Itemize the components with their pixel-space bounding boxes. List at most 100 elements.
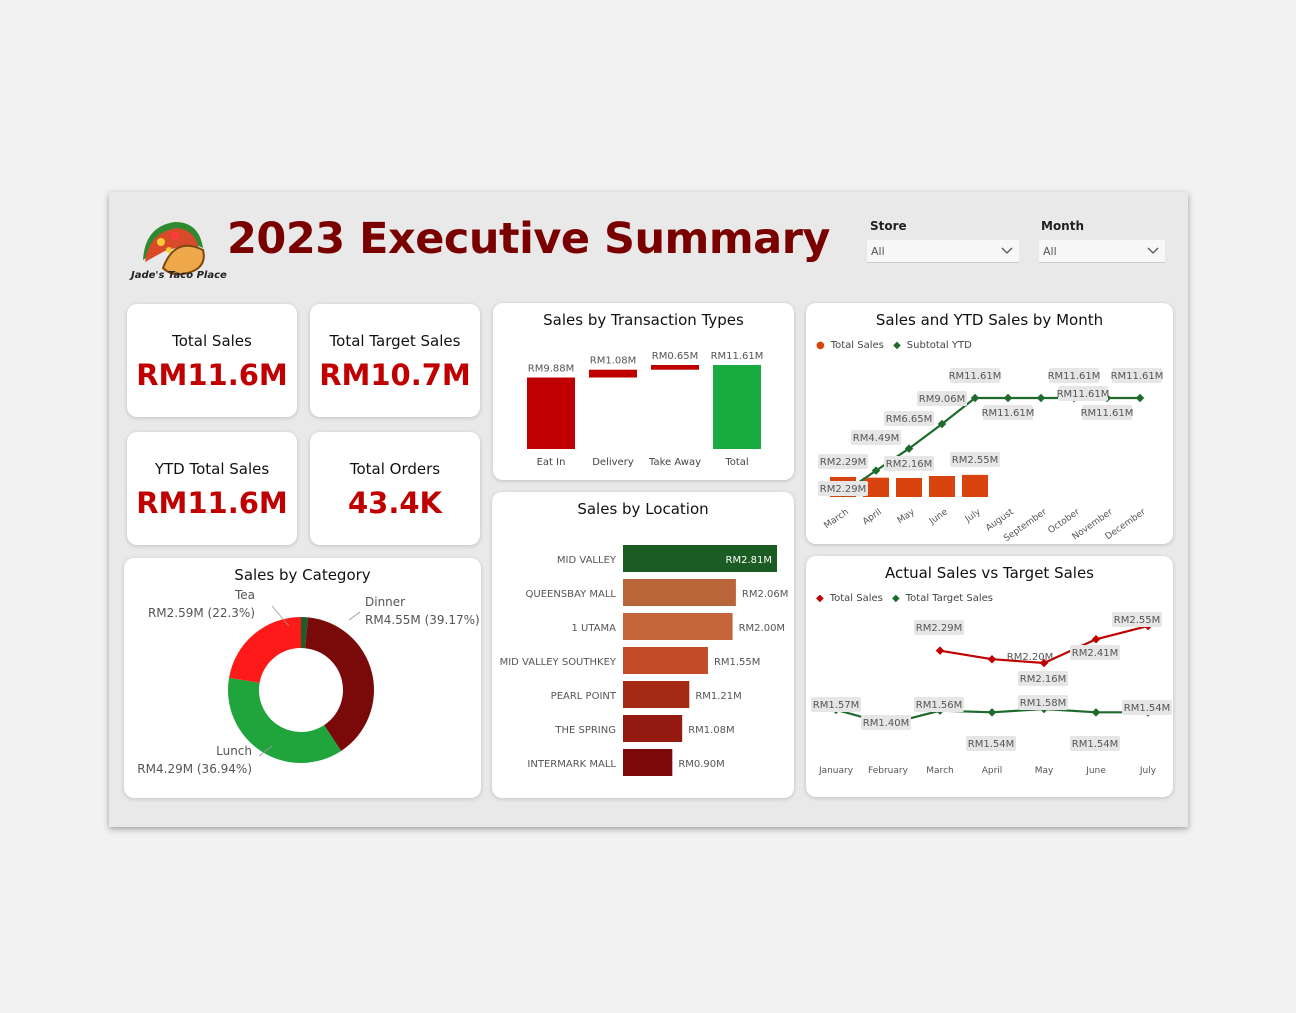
data-label: RM2.55M <box>1114 615 1160 626</box>
x-tick-label: May <box>1035 766 1054 776</box>
chart-legend: ◆ Total Sales ◆ Total Target Sales <box>816 593 994 604</box>
logo-text: Jade's Taco Place <box>131 270 227 281</box>
data-label: RM2.55M <box>952 455 998 466</box>
data-label: RM1.21M <box>695 691 741 702</box>
kpi-card-ytd-sales: YTD Total Sales RM11.6M <box>127 432 297 545</box>
chart-title: Sales and YTD Sales by Month <box>875 311 1104 329</box>
chart-title: Sales by Category <box>234 566 371 584</box>
label-bg <box>1122 700 1172 715</box>
chevron-down-icon <box>1001 247 1013 254</box>
location-bar <box>623 715 683 742</box>
kpi-label: Total Target Sales <box>329 332 461 350</box>
label-bg <box>983 405 1033 420</box>
data-label: RM2.29M <box>820 457 866 468</box>
location-bar <box>623 545 777 572</box>
kpi-card-target-sales: Total Target Sales RM10.7M <box>310 304 480 417</box>
x-tick-label: March <box>926 766 953 776</box>
data-label: RM1.08M <box>688 725 734 736</box>
kpi-label: Total Sales <box>172 332 252 350</box>
ytd-chart-card: Sales and YTD Sales by Month ● Total Sale… <box>806 303 1173 544</box>
x-tick-label: June <box>1085 766 1106 776</box>
data-label: RM11.61M <box>982 408 1035 419</box>
sales-bar <box>962 474 988 497</box>
label-bg <box>917 391 967 406</box>
waterfall-bar <box>651 365 699 370</box>
data-label: RM1.40M <box>863 718 909 729</box>
location-bar <box>623 579 736 606</box>
label-bg <box>861 715 911 730</box>
slice-name-label: Dinner <box>365 595 405 609</box>
ytd-point <box>1036 393 1046 403</box>
data-label: RM1.58M <box>1020 698 1066 709</box>
legend-label: Total Target Sales <box>905 593 994 604</box>
label-bg <box>966 736 1016 751</box>
data-label: RM2.16M <box>1020 674 1066 685</box>
slicer-month-label: Month <box>1041 219 1085 233</box>
slice-value-label: RM2.59M (22.3%) <box>148 606 255 620</box>
data-label: RM1.55M <box>714 657 760 668</box>
store-slicer[interactable]: All <box>867 240 1019 263</box>
y-tick-label: QUEENSBAY MALL <box>526 589 617 600</box>
label-bg <box>818 481 868 496</box>
legend-label: Subtotal YTD <box>906 340 972 351</box>
data-label: RM2.81M <box>726 555 772 566</box>
month-slicer[interactable]: All <box>1039 240 1165 263</box>
label-bg <box>884 456 934 471</box>
y-tick-label: INTERMARK MALL <box>527 759 616 770</box>
x-tick-label: May <box>896 507 918 526</box>
kpi-card-total-orders: Total Orders 43.4K <box>310 432 480 545</box>
label-bg <box>950 452 1000 467</box>
x-tick-label: Delivery <box>592 457 634 468</box>
x-tick-label: June <box>927 507 950 527</box>
x-tick-label: July <box>1139 766 1157 776</box>
data-label: RM1.08M <box>590 356 636 367</box>
label-bg <box>1049 368 1099 383</box>
data-label: RM1.54M <box>968 739 1014 750</box>
label-bg <box>1070 645 1120 660</box>
ytd-combo-chart: RM2.29MRM4.49MRM6.65MRM9.06MRM11.61MRM11… <box>818 368 1163 544</box>
label-bg <box>811 697 861 712</box>
chart-title: Sales by Location <box>577 500 709 518</box>
location-chart-card: Sales by Location MID VALLEY RM2.81M QUEEN… <box>492 492 794 798</box>
ytd-point <box>871 466 881 475</box>
label-bg <box>1112 368 1162 383</box>
actual-vs-target-line-chart: RM1.57M RM1.40M RM1.56M RM1.54M RM1.58M RM1.5… <box>811 612 1172 776</box>
y-tick-label: MID VALLEY <box>557 555 617 566</box>
waterfall-bar <box>527 377 575 449</box>
sales-point <box>987 654 997 664</box>
target-point <box>987 708 997 717</box>
label-bg <box>914 697 964 712</box>
location-bar <box>623 613 733 640</box>
transaction-waterfall-chart: RM9.88M Eat In RM1.08M Delivery RM0.65M Take … <box>527 351 763 468</box>
x-tick-label: July <box>963 507 983 525</box>
leader-line <box>258 745 273 757</box>
slicer-store-label: Store <box>870 219 907 233</box>
location-bar <box>623 749 673 776</box>
data-label: RM2.20M <box>1007 652 1053 663</box>
location-bar <box>623 681 690 708</box>
y-tick-label: MID VALLEY SOUTHKEY <box>500 657 617 668</box>
data-label: RM11.61M <box>949 371 1002 382</box>
x-tick-label: March <box>823 507 851 531</box>
x-tick-label: April <box>861 507 884 527</box>
label-bg <box>1018 695 1068 710</box>
data-label: RM2.06M <box>742 589 788 600</box>
label-bg <box>1058 386 1108 401</box>
x-tick-label: February <box>868 766 909 776</box>
data-label: RM2.16M <box>886 459 932 470</box>
ytd-point <box>1003 393 1013 403</box>
data-label: RM2.00M <box>739 623 785 634</box>
data-label: RM11.61M <box>1057 389 1110 400</box>
x-tick-label: Eat In <box>537 457 566 468</box>
ytd-point <box>970 393 980 403</box>
x-tick-label: January <box>818 766 854 776</box>
slice-name-label: Tea <box>234 588 255 602</box>
data-label: RM0.65M <box>652 351 698 362</box>
location-bar <box>623 647 708 674</box>
legend-label: Total Sales <box>830 340 884 351</box>
kpi-value: RM11.6M <box>136 486 288 520</box>
donut-slice <box>301 617 309 649</box>
chart-legend: ● Total Sales ◆ Subtotal YTD <box>816 340 972 351</box>
chevron-down-icon <box>1147 247 1159 254</box>
data-label: RM11.61M <box>1081 408 1134 419</box>
